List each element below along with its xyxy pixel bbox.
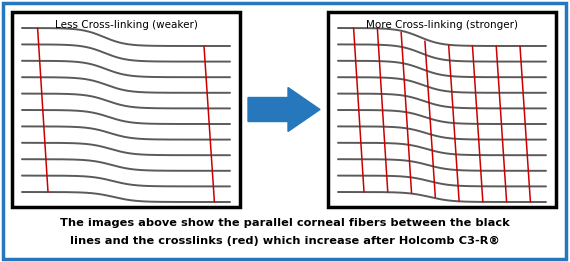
Bar xyxy=(12,12,240,207)
Text: The images above show the parallel corneal fibers between the black: The images above show the parallel corne… xyxy=(60,218,510,228)
Text: lines and the crosslinks (red) which increase after Holcomb C3-R®: lines and the crosslinks (red) which inc… xyxy=(70,236,500,246)
Text: Less Cross-linking (weaker): Less Cross-linking (weaker) xyxy=(55,20,197,30)
Text: More Cross-linking (stronger): More Cross-linking (stronger) xyxy=(366,20,518,30)
FancyArrow shape xyxy=(248,88,320,132)
Bar xyxy=(328,12,556,207)
